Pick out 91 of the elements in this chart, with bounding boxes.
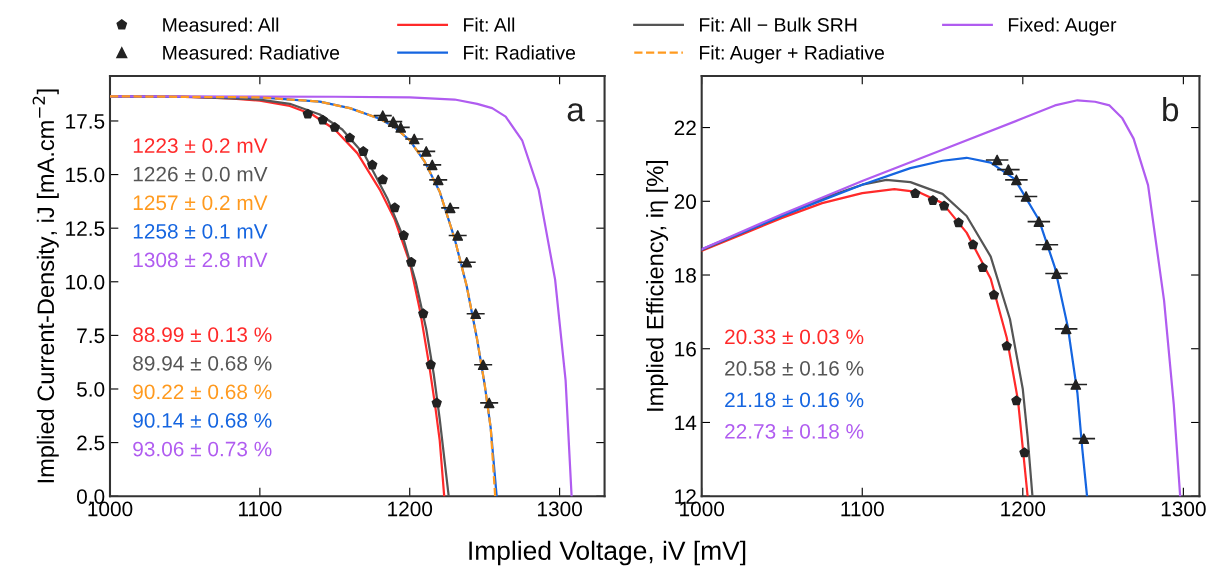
- annotation: 1257 ± 0.2 mV: [133, 195, 268, 211]
- y-tick-label: 20: [674, 194, 697, 210]
- y-axis-title: Implied Efficiency, iη [%]: [646, 160, 669, 411]
- point: [939, 200, 950, 211]
- point: [1001, 340, 1012, 351]
- point: [406, 256, 417, 267]
- annotation: 89.94 ± 0.68 %: [133, 355, 272, 371]
- x-tick-label: 1200: [1001, 501, 1046, 517]
- point: [461, 256, 473, 268]
- legend-label: Measured: Radiative: [163, 45, 340, 60]
- legend-label: Fit: All: [464, 17, 515, 32]
- annotation: 1258 ± 0.1 mV: [133, 223, 268, 239]
- annotation: a: [567, 103, 585, 122]
- annotation: 20.33 ± 0.03 %: [725, 329, 864, 345]
- annotation: 22.73 ± 0.18 %: [725, 424, 864, 439]
- point: [418, 308, 429, 319]
- x-tick-label: 1100: [841, 501, 884, 517]
- y-tick-label: 7.5: [77, 328, 105, 344]
- point: [329, 122, 340, 132]
- point: [967, 239, 979, 250]
- point: [431, 397, 442, 408]
- annotation: 1223 ± 0.2 mV: [133, 138, 268, 153]
- x-tick-label: 1200: [388, 501, 433, 517]
- point: [483, 397, 495, 409]
- y-tick-label: 5.0: [77, 381, 105, 397]
- point: [988, 289, 1000, 300]
- annotation: b: [1163, 96, 1179, 122]
- y-tick-label: 10.0: [66, 274, 105, 290]
- point: [395, 122, 407, 133]
- point: [432, 174, 444, 186]
- point: [477, 359, 489, 371]
- point: [991, 154, 1003, 166]
- y-tick-label: 14: [675, 415, 697, 431]
- point: [927, 195, 939, 206]
- annotation: 90.22 ± 0.68 %: [133, 384, 272, 400]
- point: [426, 159, 438, 171]
- x-tick-label: 1300: [538, 501, 582, 517]
- legend-label: Fit: All − Bulk SRH: [700, 17, 857, 32]
- x-tick-label: 1300: [1161, 501, 1206, 517]
- point: [1033, 216, 1045, 227]
- annotation: 21.18 ± 0.16 %: [725, 392, 864, 408]
- point: [377, 110, 389, 121]
- point: [302, 108, 313, 119]
- y-tick-label: 16: [675, 341, 696, 357]
- point: [1019, 447, 1030, 458]
- annotation: 93.06 ± 0.73 %: [133, 441, 272, 457]
- point: [398, 230, 409, 240]
- point: [977, 262, 988, 273]
- y-tick-label: 2.5: [77, 435, 105, 451]
- annotation: 1308 ± 2.8 mV: [133, 252, 268, 268]
- point: [1060, 323, 1072, 335]
- point: [910, 188, 921, 199]
- point: [444, 202, 456, 214]
- y-axis-title: Implied Current-Density, iJ [mA.cm$^{−2}$]: [32, 89, 59, 483]
- annotation: 1226 ± 0.0 mV: [133, 166, 268, 182]
- point: [344, 132, 355, 143]
- point: [1041, 239, 1053, 251]
- point: [389, 202, 400, 213]
- point: [367, 159, 378, 170]
- x-tick-label: 1100: [239, 501, 282, 517]
- annotation: 88.99 ± 0.13 %: [133, 327, 272, 343]
- y-tick-label: 18: [675, 268, 696, 283]
- point: [408, 133, 420, 145]
- point: [1020, 191, 1032, 202]
- point: [425, 359, 436, 370]
- legend-label: Fit: Radiative: [464, 45, 576, 60]
- y-tick-label: 17.5: [66, 114, 105, 129]
- legend-label: Fit: Auger + Radiative: [700, 45, 885, 64]
- y-tick-label: 22: [674, 120, 696, 136]
- annotation: 20.58 ± 0.16 %: [725, 360, 864, 376]
- point: [1070, 379, 1082, 390]
- point: [470, 308, 482, 320]
- point: [387, 116, 399, 127]
- point: [377, 174, 388, 185]
- point: [1003, 164, 1014, 175]
- point: [1078, 433, 1090, 445]
- point: [1051, 268, 1062, 279]
- y-tick-label: 12.5: [66, 221, 105, 236]
- x-axis-title: Implied Voltage, iV [mV]: [469, 540, 746, 566]
- point: [420, 146, 432, 157]
- point: [953, 217, 964, 228]
- point: [1011, 395, 1022, 406]
- point: [1011, 174, 1022, 186]
- y-tick-label: 15.0: [66, 167, 105, 183]
- point: [452, 230, 464, 241]
- point: [317, 114, 328, 125]
- legend-label: Measured: All: [163, 17, 279, 32]
- point: [358, 146, 369, 156]
- legend-label: Fixed: Auger: [1008, 17, 1117, 36]
- annotation: 90.14 ± 0.68 %: [133, 413, 272, 428]
- line-series: [701, 99, 1182, 497]
